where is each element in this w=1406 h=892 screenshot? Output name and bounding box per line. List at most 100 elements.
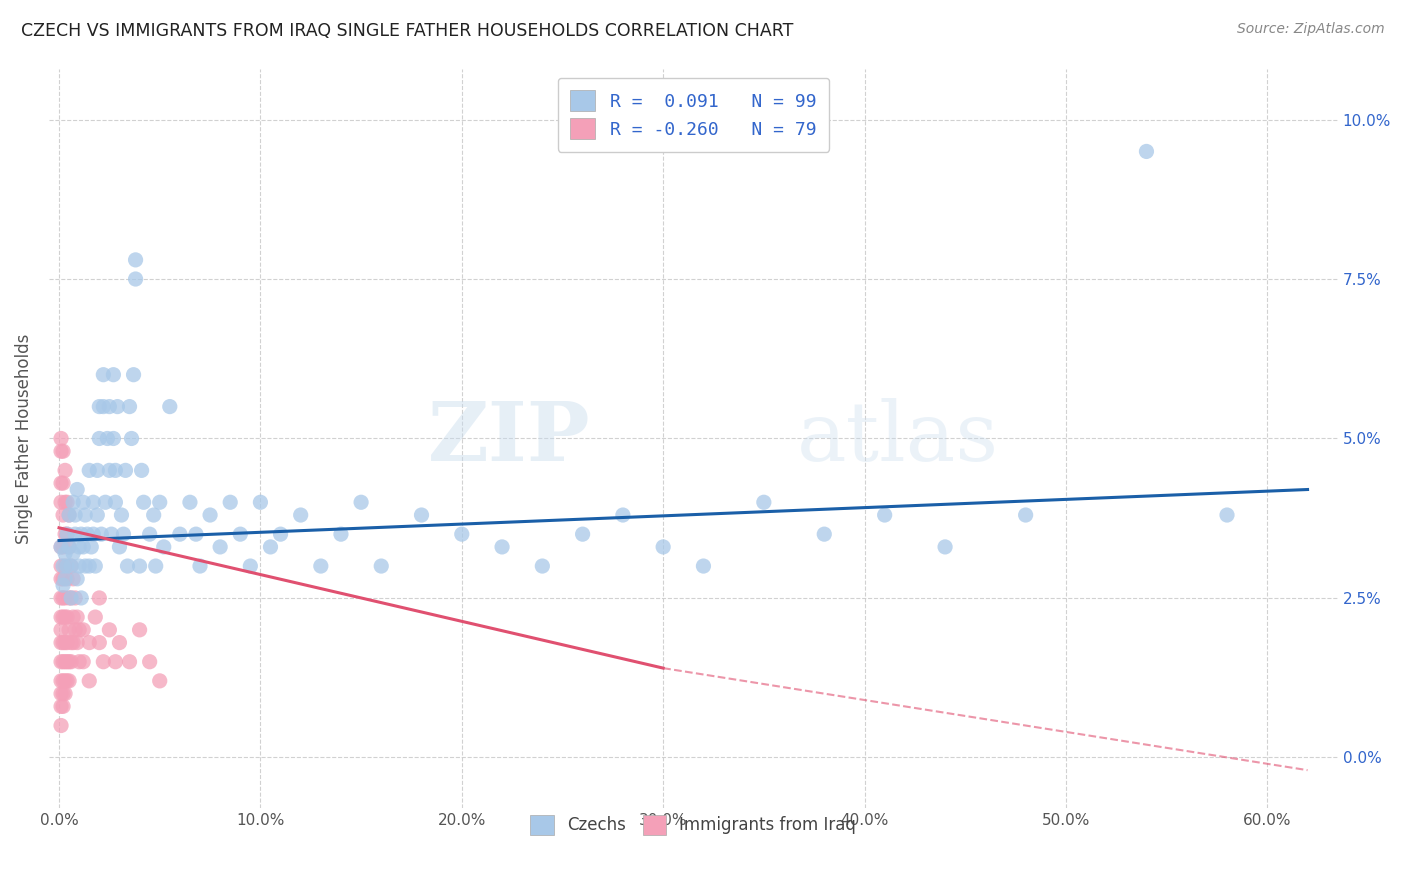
Point: [52, 635, 75, 649]
Point: [53, 673, 76, 688]
Point: [98, 463, 121, 477]
Point: [52, 591, 75, 605]
Point: [53, 559, 76, 574]
Point: [49, 655, 72, 669]
Point: [52, 508, 75, 522]
Point: [104, 655, 127, 669]
Point: [138, 527, 160, 541]
Point: [56, 527, 79, 541]
Point: [813, 527, 835, 541]
Point: [56, 610, 79, 624]
Point: [58, 591, 80, 605]
Point: [259, 540, 281, 554]
Point: [49, 495, 72, 509]
Point: [49, 572, 72, 586]
Point: [63, 508, 86, 522]
Point: [873, 508, 896, 522]
Point: [49, 540, 72, 554]
Point: [52, 699, 75, 714]
Point: [60, 655, 83, 669]
Point: [82, 495, 104, 509]
Point: [1014, 508, 1036, 522]
Point: [84, 559, 107, 574]
Point: [67, 655, 90, 669]
Text: Source: ZipAtlas.com: Source: ZipAtlas.com: [1237, 22, 1385, 37]
Point: [450, 527, 472, 541]
Point: [145, 559, 167, 574]
Point: [53, 546, 76, 560]
Point: [531, 559, 554, 574]
Point: [309, 559, 332, 574]
Text: ZIP: ZIP: [427, 399, 591, 478]
Point: [52, 673, 75, 688]
Point: [209, 540, 232, 554]
Point: [53, 635, 76, 649]
Point: [114, 463, 136, 477]
Point: [52, 578, 75, 592]
Point: [58, 673, 80, 688]
Point: [53, 687, 76, 701]
Point: [49, 559, 72, 574]
Point: [239, 559, 262, 574]
Point: [67, 540, 90, 554]
Point: [58, 508, 80, 522]
Point: [49, 687, 72, 701]
Point: [93, 368, 115, 382]
Point: [53, 463, 76, 477]
Point: [692, 559, 714, 574]
Point: [138, 655, 160, 669]
Point: [612, 508, 634, 522]
Point: [350, 495, 373, 509]
Point: [179, 495, 201, 509]
Point: [571, 527, 593, 541]
Point: [66, 572, 89, 586]
Point: [411, 508, 433, 522]
Point: [117, 559, 139, 574]
Point: [56, 572, 79, 586]
Point: [49, 444, 72, 458]
Point: [58, 655, 80, 669]
Point: [270, 527, 292, 541]
Point: [56, 655, 79, 669]
Point: [89, 635, 111, 649]
Point: [63, 623, 86, 637]
Point: [60, 635, 83, 649]
Point: [53, 591, 76, 605]
Point: [330, 527, 353, 541]
Point: [77, 673, 100, 688]
Point: [84, 610, 107, 624]
Point: [56, 673, 79, 688]
Point: [49, 591, 72, 605]
Legend: Czechs, Immigrants from Iraq: Czechs, Immigrants from Iraq: [520, 805, 866, 845]
Point: [124, 272, 146, 286]
Point: [52, 687, 75, 701]
Point: [118, 655, 141, 669]
Point: [70, 527, 93, 541]
Point: [75, 508, 97, 522]
Point: [198, 508, 221, 522]
Point: [98, 400, 121, 414]
Point: [63, 591, 86, 605]
Point: [56, 495, 79, 509]
Point: [169, 527, 191, 541]
Point: [108, 540, 131, 554]
Point: [66, 483, 89, 497]
Point: [52, 444, 75, 458]
Point: [52, 572, 75, 586]
Point: [60, 591, 83, 605]
Point: [128, 559, 150, 574]
Point: [94, 495, 117, 509]
Point: [152, 540, 174, 554]
Point: [72, 655, 94, 669]
Point: [752, 495, 775, 509]
Point: [77, 635, 100, 649]
Point: [52, 610, 75, 624]
Point: [104, 463, 127, 477]
Point: [290, 508, 312, 522]
Point: [104, 495, 127, 509]
Point: [52, 559, 75, 574]
Point: [58, 540, 80, 554]
Point: [63, 527, 86, 541]
Point: [72, 623, 94, 637]
Point: [53, 572, 76, 586]
